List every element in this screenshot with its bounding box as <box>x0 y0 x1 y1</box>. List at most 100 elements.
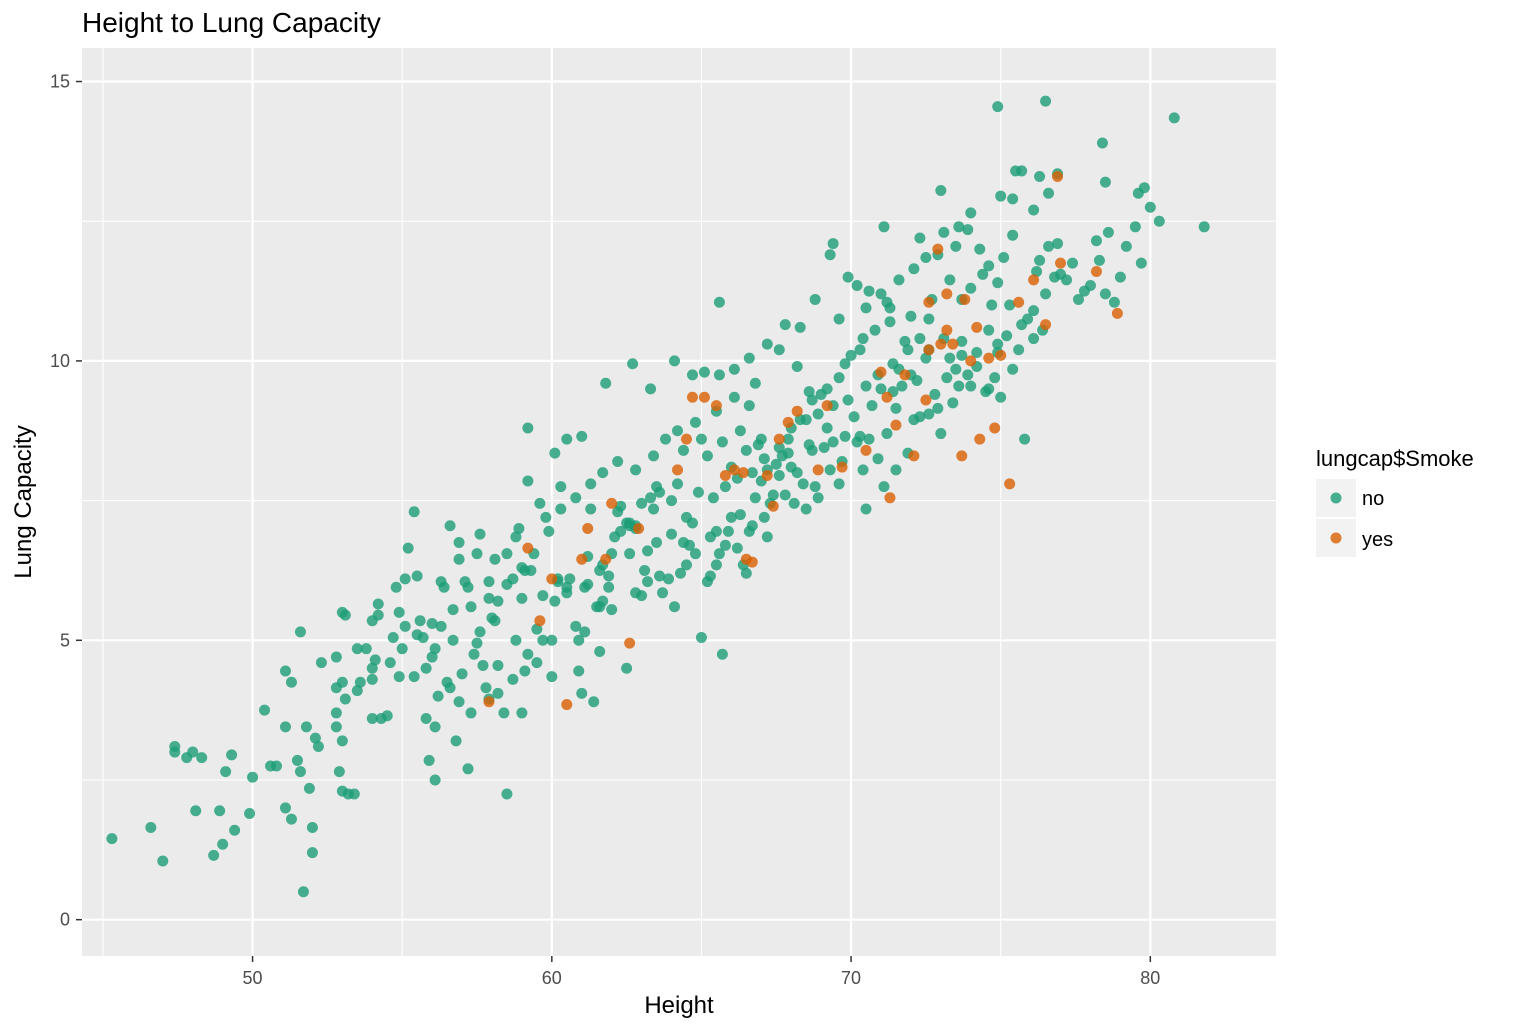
data-point-no <box>1004 299 1016 311</box>
data-point-no <box>914 333 926 345</box>
data-point-no <box>953 380 965 392</box>
data-point-no <box>169 746 181 758</box>
data-point-no <box>914 232 926 244</box>
data-point-no <box>330 721 342 733</box>
data-point-yes <box>561 699 573 711</box>
data-point-no <box>719 539 731 551</box>
data-point-no <box>492 595 504 607</box>
data-point-no <box>893 274 905 286</box>
data-point-no <box>704 570 716 582</box>
data-point-no <box>1096 137 1108 149</box>
data-point-yes <box>920 394 932 406</box>
x-axis-title: Height <box>644 992 714 1019</box>
data-point-no <box>755 433 767 445</box>
data-point-no <box>923 313 935 325</box>
data-point-no <box>429 643 441 655</box>
data-point-no <box>492 659 504 671</box>
data-point-no <box>740 567 752 579</box>
data-point-no <box>444 682 456 694</box>
data-point-no <box>483 576 495 588</box>
data-point-no <box>896 380 908 392</box>
data-point-no <box>971 347 983 359</box>
data-point-no <box>941 372 953 384</box>
data-point-no <box>516 562 528 574</box>
data-point-no <box>453 553 465 565</box>
data-point-no <box>247 771 259 783</box>
data-point-no <box>312 740 324 752</box>
data-point-no <box>950 363 962 375</box>
data-point-no <box>543 525 555 537</box>
data-point-no <box>636 590 648 602</box>
data-point-no <box>1135 257 1147 269</box>
data-point-no <box>944 274 956 286</box>
data-point-no <box>728 363 740 375</box>
data-point-no <box>899 335 911 347</box>
data-point-no <box>743 352 755 364</box>
data-point-no <box>612 455 624 467</box>
data-point-no <box>1007 193 1019 205</box>
data-point-yes <box>836 461 848 473</box>
data-point-yes <box>633 523 645 535</box>
data-point-no <box>483 592 495 604</box>
data-point-no <box>1129 221 1141 233</box>
data-point-no <box>749 492 761 504</box>
data-point-no <box>642 545 654 557</box>
data-point-no <box>1084 279 1096 291</box>
data-point-no <box>447 604 459 616</box>
legend-marker-no <box>1330 492 1342 504</box>
data-point-no <box>857 333 869 345</box>
data-point-yes <box>947 338 959 350</box>
data-point-no <box>639 564 651 576</box>
data-point-yes <box>1013 296 1025 308</box>
data-point-no <box>992 277 1004 289</box>
data-point-yes <box>686 391 698 403</box>
data-point-no <box>621 662 633 674</box>
data-point-no <box>1102 226 1114 238</box>
data-point-no <box>642 576 654 588</box>
data-point-no <box>420 713 432 725</box>
data-point-yes <box>624 637 636 649</box>
data-point-no <box>707 492 719 504</box>
x-tick-label: 70 <box>841 968 861 988</box>
data-point-yes <box>672 464 684 476</box>
data-point-no <box>992 101 1004 113</box>
data-point-no <box>746 520 758 532</box>
data-point-no <box>390 581 402 593</box>
data-point-no <box>812 492 824 504</box>
data-point-no <box>585 478 597 490</box>
data-point-yes <box>965 355 977 367</box>
data-point-no <box>306 847 318 859</box>
data-point-no <box>501 548 513 560</box>
data-point-no <box>758 453 770 465</box>
data-point-no <box>279 802 291 814</box>
data-point-no <box>872 453 884 465</box>
data-point-no <box>1040 288 1052 300</box>
data-point-no <box>492 687 504 699</box>
data-point-yes <box>483 696 495 708</box>
data-point-no <box>294 626 306 638</box>
data-point-no <box>336 676 348 688</box>
data-point-no <box>809 481 821 493</box>
data-point-no <box>911 374 923 386</box>
data-point-no <box>686 369 698 381</box>
data-point-no <box>516 707 528 719</box>
data-point-no <box>875 288 887 300</box>
data-point-yes <box>773 433 785 445</box>
data-point-no <box>962 369 974 381</box>
data-point-yes <box>989 422 1001 434</box>
data-point-no <box>869 324 881 336</box>
data-point-no <box>354 676 366 688</box>
data-point-yes <box>737 467 749 479</box>
data-point-no <box>1019 433 1031 445</box>
data-point-no <box>588 696 600 708</box>
data-point-no <box>974 243 986 255</box>
data-point-no <box>525 564 537 576</box>
data-point-no <box>1067 257 1079 269</box>
data-point-yes <box>860 444 872 456</box>
data-point-no <box>285 676 297 688</box>
data-point-no <box>489 615 501 627</box>
data-point-no <box>411 629 423 641</box>
data-point-no <box>516 592 528 604</box>
data-point-no <box>579 581 591 593</box>
data-point-no <box>809 293 821 305</box>
